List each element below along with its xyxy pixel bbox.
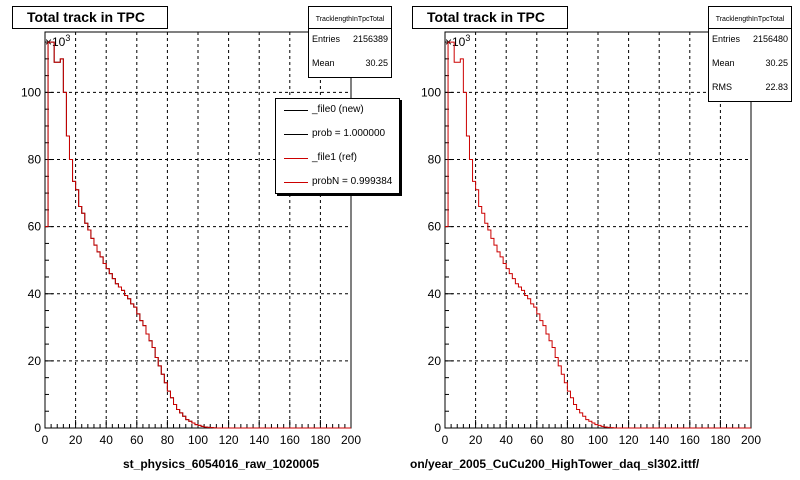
right-stats-mean-value: 30.25 [765,58,788,68]
left-y-tick-label: 100 [21,85,41,99]
left-x-tick-label: 60 [130,433,144,447]
right-x-tick-label: 60 [530,433,544,447]
left-x-tick-label: 20 [69,433,83,447]
left-stats-entries-label: Entries [312,34,341,44]
legend-line-prob [284,134,308,135]
right-x-tick-label: 180 [710,433,730,447]
legend-line-ref [284,158,308,159]
legend-line-probN [284,182,308,183]
right-x-tick-label: 160 [680,433,700,447]
legend-label-ref: _file1 (ref) [312,152,358,163]
right-y-tick-label: 100 [421,85,441,99]
legend-entry-prob: prob = 1.000000 [276,123,399,147]
left-x-tick-label: 100 [188,433,208,447]
right-x-tick-label: 200 [741,433,761,447]
right-xlabel: on/year_2005_CuCu200_HighTower_daq_sl302… [410,457,700,471]
right-stats-mean-label: Mean [712,58,735,68]
left-pad: 0 20 40 60 80 100 120 140 160 180 200 0 20 40 60 80 100 ×… [12,6,400,471]
left-x-tick-label: 180 [310,433,330,447]
legend-entry-probN: probN = 0.999384 [276,171,399,193]
left-x-tick-label: 140 [249,433,269,447]
right-histogram-line-series-0 [445,41,751,429]
right-x-tick-label: 80 [561,433,575,447]
left-x-tick-label: 160 [280,433,300,447]
right-x-tick-label: 100 [588,433,608,447]
right-x-tick-label: 120 [619,433,639,447]
left-x-tick-label: 40 [100,433,114,447]
left-stats-box: TracklengthInTpcTotal Entries 2156389 Me… [308,6,392,78]
right-y-tick-label: 0 [434,421,441,435]
right-y-tick-label: 20 [428,354,442,368]
right-stats-rms-label: RMS [712,82,732,92]
left-legend: _file0 (new) prob = 1.000000 _file1 (ref… [275,98,400,194]
right-stats-rms-row: RMS 22.83 [709,77,791,101]
right-histogram-chart: 0 20 40 60 80 100 120 140 160 180 200 0 20 40 60 80 100 ×… [421,31,761,447]
right-stats-entries-value: 2156480 [752,34,788,44]
left-chart-title: Total track in TPC [12,6,168,29]
left-y-tick-label: 20 [28,354,42,368]
left-stats-entries-value: 2156389 [352,34,388,44]
left-x-tick-label: 200 [341,433,361,447]
left-y-tick-label: 0 [34,421,41,435]
right-x-tick-label: 40 [500,433,514,447]
right-y-exponent-label: ×103 [445,33,470,49]
right-x-tick-label: 20 [469,433,483,447]
left-stats-name: TracklengthInTpcTotal [309,7,391,29]
right-x-tick-label: 140 [649,433,669,447]
left-y-tick-label: 80 [28,153,42,167]
right-pad: 0 20 40 60 80 100 120 140 160 180 200 0 20 40 60 80 100 ×… [400,0,800,480]
left-stats-entries-row: Entries 2156389 [309,29,391,53]
left-x-tick-label: 120 [219,433,239,447]
left-y-tick-label: 40 [28,287,42,301]
right-y-tick-label: 60 [428,220,442,234]
left-x-tick-label: 0 [42,433,49,447]
right-stats-name: TracklengthInTpcTotal [709,7,791,29]
legend-label-prob: prob = 1.000000 [312,128,386,139]
legend-entry-new: _file0 (new) [276,99,399,123]
left-x-tick-label: 80 [161,433,175,447]
right-stats-entries-row: Entries 2156480 [709,29,791,53]
left-stats-mean-value: 30.25 [365,58,388,68]
left-stats-mean-row: Mean 30.25 [309,53,391,77]
right-stats-entries-label: Entries [712,34,741,44]
legend-line-new [284,110,308,111]
right-y-tick-label: 80 [428,153,442,167]
left-y-tick-label: 60 [28,220,42,234]
left-xlabel: st_physics_6054016_raw_1020005 [123,457,320,471]
right-chart-title: Total track in TPC [412,6,568,29]
left-histogram-line--file1-ref- [45,41,351,429]
left-y-exponent-label: ×103 [45,33,70,49]
right-stats-box: TracklengthInTpcTotal Entries 2156480 Me… [708,6,792,102]
right-x-tick-label: 0 [442,433,449,447]
legend-label-probN: probN = 0.999384 [312,176,393,187]
right-stats-mean-row: Mean 30.25 [709,53,791,77]
legend-label-new: _file0 (new) [312,104,364,115]
legend-entry-ref: _file1 (ref) [276,147,399,171]
right-stats-rms-value: 22.83 [765,82,788,92]
right-y-tick-label: 40 [428,287,442,301]
left-stats-mean-label: Mean [312,58,335,68]
